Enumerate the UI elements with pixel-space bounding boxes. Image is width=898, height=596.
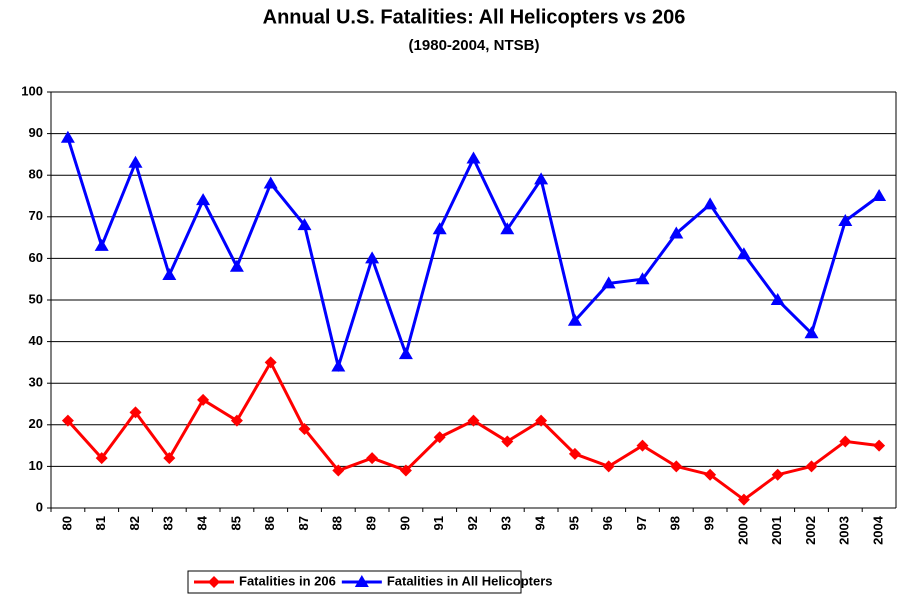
marker [332, 464, 345, 477]
marker [501, 435, 514, 448]
legend-label: Fatalities in 206 [239, 573, 336, 588]
marker [636, 439, 649, 452]
x-tick-label: 82 [127, 516, 142, 530]
marker [736, 247, 751, 260]
marker [771, 468, 784, 481]
marker [264, 356, 277, 369]
marker [398, 347, 413, 360]
marker [331, 359, 346, 372]
marker [535, 414, 548, 427]
y-tick-label: 40 [29, 333, 43, 348]
marker [872, 189, 887, 201]
marker [94, 238, 109, 251]
marker [229, 259, 244, 272]
marker [230, 414, 243, 427]
marker [263, 176, 278, 189]
marker [467, 414, 480, 427]
x-tick-label: 2000 [735, 516, 750, 545]
marker [128, 155, 143, 168]
marker [737, 493, 750, 506]
marker [466, 151, 481, 164]
x-tick-label: 2001 [769, 516, 784, 545]
marker [162, 268, 177, 281]
marker [60, 130, 75, 143]
x-tick-label: 89 [364, 516, 379, 530]
x-tick-label: 94 [533, 515, 548, 530]
y-tick-label: 100 [21, 83, 43, 98]
marker [432, 222, 447, 235]
marker [568, 447, 581, 460]
marker [770, 293, 785, 305]
marker [365, 251, 380, 264]
marker [839, 435, 852, 448]
marker [163, 452, 176, 465]
y-tick-label: 10 [29, 458, 43, 473]
marker [366, 452, 379, 465]
x-tick-label: 83 [161, 516, 176, 530]
marker [208, 576, 220, 588]
marker [670, 460, 683, 473]
marker [534, 172, 549, 185]
marker [196, 193, 211, 206]
marker [669, 226, 684, 239]
marker [601, 276, 616, 289]
marker [703, 197, 718, 210]
marker [635, 272, 650, 285]
marker [838, 213, 853, 226]
x-tick-label: 98 [668, 516, 683, 530]
marker [129, 406, 142, 419]
marker [433, 431, 446, 444]
x-tick-label: 99 [702, 516, 717, 530]
y-tick-label: 0 [36, 499, 43, 514]
x-tick-label: 91 [431, 516, 446, 530]
marker [61, 414, 74, 427]
marker [297, 218, 312, 231]
x-tick-label: 2002 [803, 516, 818, 545]
legend-label: Fatalities in All Helicopters [387, 573, 553, 588]
x-tick-label: 84 [195, 515, 210, 530]
marker [197, 393, 210, 406]
series-line [66, 137, 880, 373]
y-tick-label: 60 [29, 250, 43, 265]
x-tick-label: 87 [296, 516, 311, 530]
x-tick-label: 86 [262, 516, 277, 530]
marker [602, 460, 615, 473]
y-tick-label: 50 [29, 291, 43, 306]
marker [873, 439, 886, 452]
x-tick-label: 93 [499, 516, 514, 530]
x-tick-label: 85 [228, 516, 243, 530]
marker [354, 575, 369, 587]
y-tick-label: 70 [29, 208, 43, 223]
x-tick-label: 2003 [837, 516, 852, 545]
marker [805, 460, 818, 473]
marker [399, 464, 412, 477]
x-tick-label: 92 [465, 516, 480, 530]
x-tick-label: 88 [330, 516, 345, 530]
marker [804, 326, 819, 339]
marker [500, 222, 515, 235]
marker [95, 452, 108, 465]
x-tick-label: 2004 [871, 515, 886, 545]
x-tick-label: 81 [93, 516, 108, 530]
y-tick-label: 80 [29, 167, 43, 182]
x-tick-label: 96 [600, 516, 615, 530]
chart-title: Annual U.S. Fatalities: All Helicopters … [263, 6, 686, 28]
y-tick-label: 30 [29, 375, 43, 390]
x-tick-label: 97 [634, 516, 649, 530]
y-tick-label: 20 [29, 416, 43, 431]
x-tick-label: 90 [397, 516, 412, 530]
marker [298, 422, 311, 435]
legend: Fatalities in 206 Fatalities in All Helic… [187, 570, 553, 594]
marker [567, 313, 582, 326]
marker [704, 468, 717, 481]
chart-subtitle: (1980-2004, NTSB) [409, 37, 540, 54]
y-tick-label: 90 [29, 125, 43, 140]
x-tick-label: 95 [566, 516, 581, 530]
x-tick-label: 80 [59, 516, 74, 530]
